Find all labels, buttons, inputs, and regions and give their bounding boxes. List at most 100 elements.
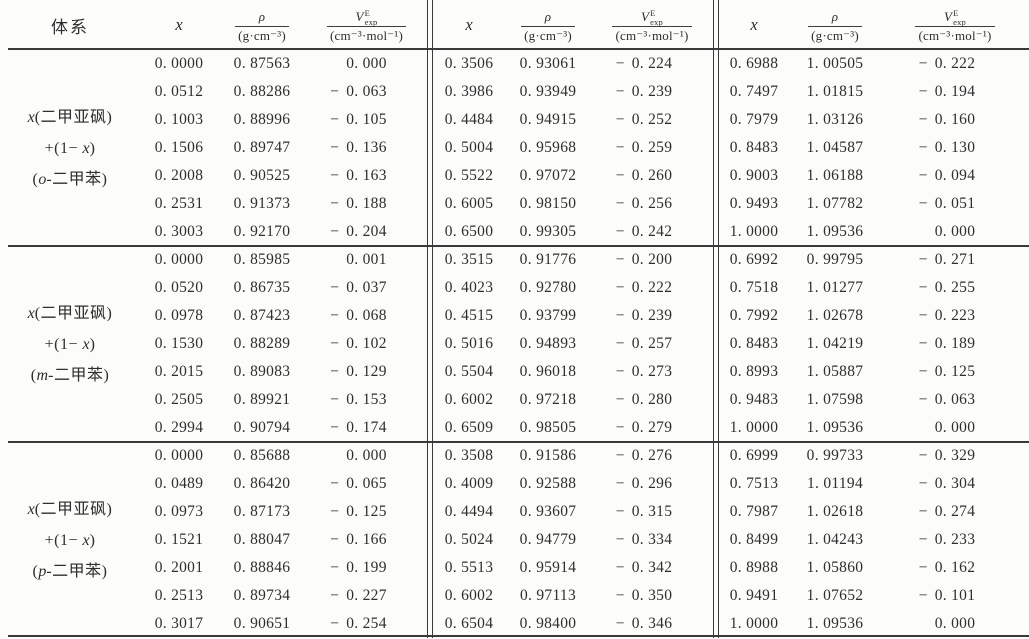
- system-label-line: (m-二甲苯): [30, 366, 110, 384]
- x-value: 0. 9491: [729, 587, 779, 604]
- x-value: 0. 4515: [444, 307, 494, 324]
- v-exp-value: −0. 280: [615, 391, 673, 408]
- v-exp-value: 0. 000: [346, 447, 387, 464]
- rho-value: 0. 97218: [519, 391, 577, 408]
- v-exp-value: −0. 350: [615, 587, 673, 604]
- x-value: 0. 8993: [729, 363, 779, 380]
- v-exp-value: −0. 233: [918, 531, 976, 548]
- header-rho-col1: ρ (g·cm⁻³): [218, 0, 306, 50]
- system-label-line: x(二甲亚砜): [27, 108, 113, 126]
- rho-fraction: ρ (g·cm⁻³): [235, 8, 289, 44]
- x-value: 0. 6002: [444, 587, 494, 604]
- x-value: 0. 8499: [729, 531, 779, 548]
- x-value: 0. 2531: [154, 195, 204, 212]
- block-divider-rule-1: [8, 245, 1029, 247]
- rho-value: 1. 07782: [806, 195, 864, 212]
- rho-value: 0. 89921: [233, 391, 291, 408]
- v-exp-value: −0. 257: [615, 335, 673, 352]
- system-label-line: +(1− x): [44, 335, 96, 353]
- rho-value: 0. 94779: [519, 531, 577, 548]
- v-exp-value: −0. 223: [918, 307, 976, 324]
- x-value: 0. 6509: [444, 419, 494, 436]
- rho-value: 0. 88996: [233, 111, 291, 128]
- v-exp-value: −0. 276: [615, 447, 673, 464]
- column-group-divider-1: [427, 0, 433, 638]
- system-label: x(二甲亚砜) +(1− x) (o-二甲苯): [0, 50, 140, 246]
- x-value: 0. 6504: [444, 615, 494, 632]
- x-value: 0. 0000: [154, 447, 204, 464]
- x-value: 0. 7979: [729, 111, 779, 128]
- bottom-rule: [8, 635, 1029, 637]
- v-exp-value: −0. 101: [918, 587, 976, 604]
- header-x-col1: x: [175, 15, 183, 34]
- x-value: 0. 1003: [154, 111, 204, 128]
- block-divider-rule-2: [8, 441, 1029, 443]
- v-exp-value: −0. 174: [330, 419, 387, 436]
- rho-value: 0. 99305: [519, 223, 577, 240]
- header-x-col2: x: [465, 15, 473, 34]
- x-value: 0. 1530: [154, 335, 204, 352]
- system-label: x(二甲亚砜) +(1− x) (m-二甲苯): [0, 246, 140, 442]
- rho-symbol: ρ: [544, 8, 552, 24]
- rho-value: 0. 85985: [233, 251, 291, 268]
- v-exp-value: −0. 260: [615, 167, 673, 184]
- x-value: 0. 5016: [444, 335, 494, 352]
- v-exp-value: −0. 259: [615, 139, 673, 156]
- x-value: 0. 2994: [154, 419, 204, 436]
- rho-value: 1. 01815: [806, 83, 864, 100]
- x-value: 0. 2001: [154, 559, 204, 576]
- x-value: 0. 6988: [729, 55, 779, 72]
- rho-value: 0. 98150: [519, 195, 577, 212]
- rho-value: 0. 89747: [233, 139, 291, 156]
- v-exp-value: −0. 222: [615, 279, 673, 296]
- v-exp-value: −0. 329: [918, 447, 976, 464]
- rho-units: (g·cm⁻³): [235, 25, 289, 45]
- v-exp-value: −0. 129: [330, 363, 387, 380]
- rho-value: 0. 87423: [233, 307, 291, 324]
- v-exp-value: −0. 051: [918, 195, 976, 212]
- header-rule: [8, 48, 1029, 50]
- rho-units: (g·cm⁻³): [808, 25, 862, 45]
- rho-value: 1. 05860: [806, 559, 864, 576]
- rho-value: 0. 93799: [519, 307, 577, 324]
- column-group-divider-2: [713, 0, 719, 638]
- rho-value: 0. 98505: [519, 419, 577, 436]
- x-value: 0. 8483: [729, 335, 779, 352]
- v-exp-value: −0. 162: [918, 559, 976, 576]
- v-exp-value: −0. 304: [918, 475, 976, 492]
- v-exp-value: −0. 063: [918, 391, 976, 408]
- rho-value: 0. 90525: [233, 167, 291, 184]
- rho-value: 1. 01277: [806, 279, 864, 296]
- rho-value: 0. 97113: [519, 587, 577, 604]
- v-exp-value: −0. 199: [330, 559, 387, 576]
- v-exp-value: 0. 000: [934, 223, 976, 240]
- x-value: 0. 4023: [444, 279, 494, 296]
- x-value: 0. 0489: [154, 475, 204, 492]
- x-value: 0. 7513: [729, 475, 779, 492]
- rho-value: 0. 92588: [519, 475, 577, 492]
- rho-value: 0. 94915: [519, 111, 577, 128]
- v-exp-value: −0. 222: [918, 55, 976, 72]
- v-exp-value: −0. 204: [330, 223, 387, 240]
- rho-value: 1. 06188: [806, 167, 864, 184]
- rho-symbol: ρ: [831, 8, 839, 24]
- v-exp-value: −0. 160: [918, 111, 976, 128]
- v-exp-value: 0. 000: [934, 615, 976, 632]
- v-exp-value: −0. 256: [615, 195, 673, 212]
- x-value: 0. 3506: [444, 55, 494, 72]
- rho-value: 0. 88846: [233, 559, 291, 576]
- x-value: 0. 4009: [444, 475, 494, 492]
- v-exp-value: −0. 252: [615, 111, 673, 128]
- v-exp-value: −0. 224: [615, 55, 673, 72]
- x-value: 0. 9003: [729, 167, 779, 184]
- x-value: 0. 6005: [444, 195, 494, 212]
- rho-value: 0. 94893: [519, 335, 577, 352]
- v-exp-value: −0. 105: [330, 111, 387, 128]
- rho-value: 1. 04587: [806, 139, 864, 156]
